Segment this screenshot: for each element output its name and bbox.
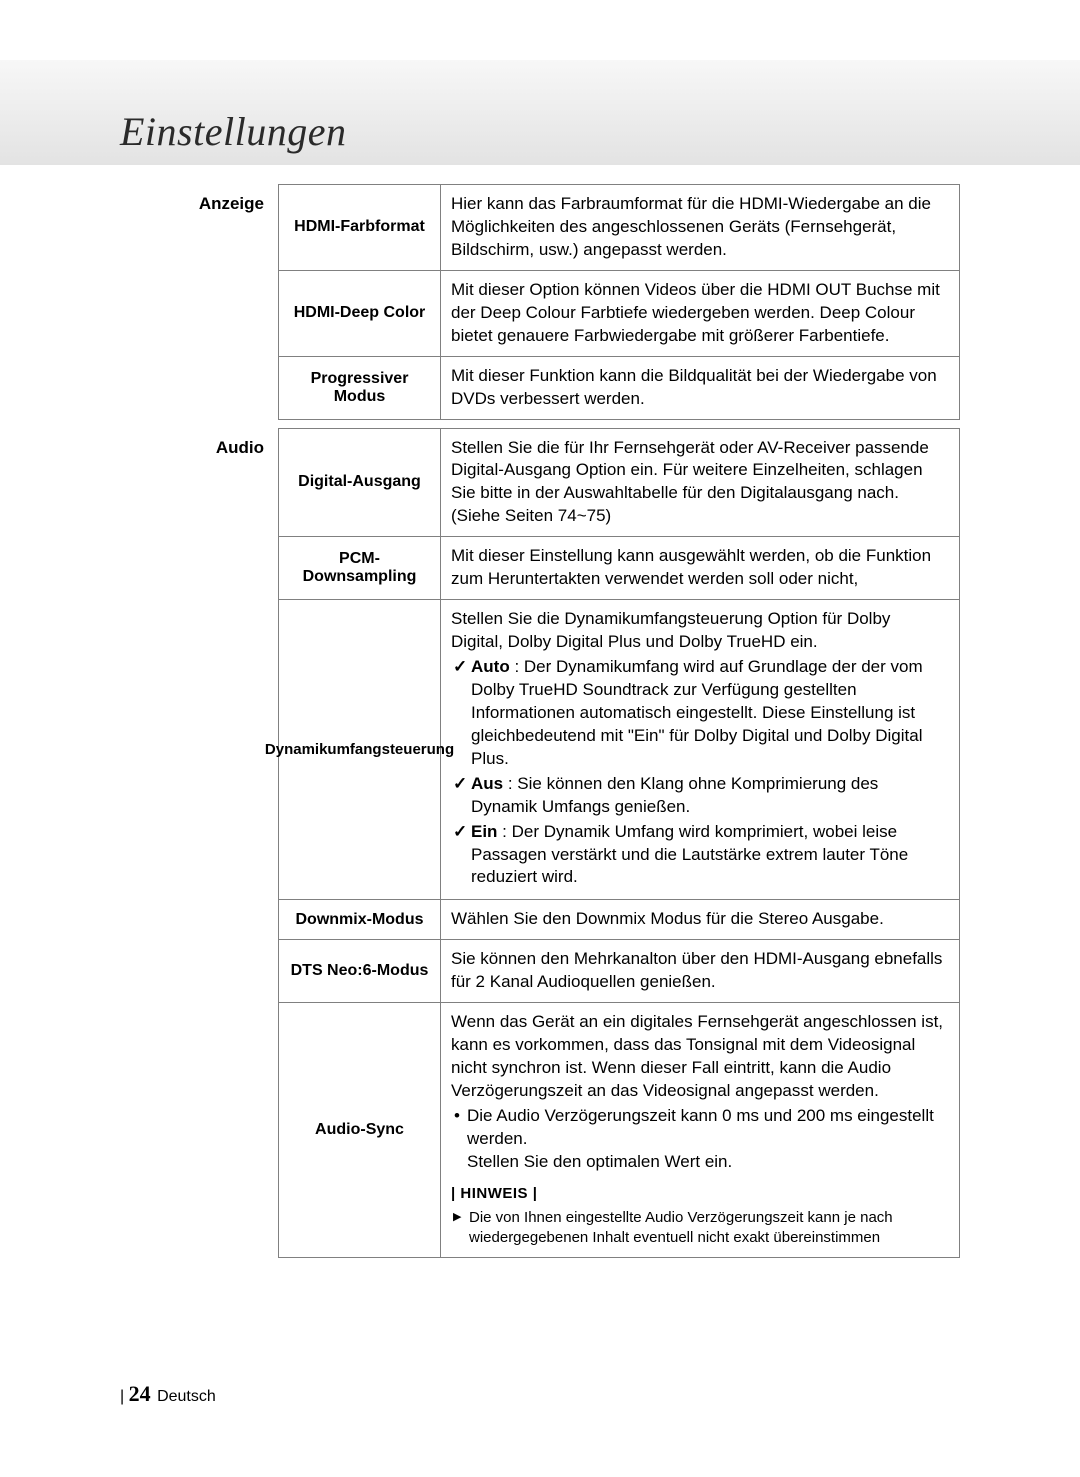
setting-desc: Hier kann das Farbraumformat für die HDM… xyxy=(441,185,959,270)
hinweis-notes: Die von Ihnen eingestellte Audio Verzöge… xyxy=(451,1208,947,1249)
setting-desc: Stellen Sie die Dynamikumfangsteuerung O… xyxy=(441,600,959,899)
page-title: Einstellungen xyxy=(120,108,346,155)
setting-row: Dynamikumfangsteuerung Stellen Sie die D… xyxy=(279,600,959,900)
setting-name: HDMI-Deep Color xyxy=(279,271,441,356)
setting-desc: Mit dieser Funktion kann die Bildqualitä… xyxy=(441,357,959,419)
setting-name: Audio-Sync xyxy=(279,1003,441,1256)
hinweis-note: Die von Ihnen eingestellte Audio Verzöge… xyxy=(451,1208,947,1249)
page-number: 24 xyxy=(129,1381,153,1406)
option-auto: Auto : Der Dynamikumfang wird auf Grundl… xyxy=(451,656,947,771)
setting-row: PCM-Downsampling Mit dieser Einstellung … xyxy=(279,537,959,600)
setting-row: DTS Neo:6-Modus Sie können den Mehrkanal… xyxy=(279,940,959,1003)
section-label: Audio xyxy=(120,428,278,1258)
option-ein: Ein : Der Dynamik Umfang wird komprimier… xyxy=(451,821,947,890)
option-label: Auto xyxy=(471,657,510,676)
hinweis-label: | HINWEIS | xyxy=(451,1184,947,1204)
footer-language: Deutsch xyxy=(157,1388,216,1405)
option-aus: Aus : Sie können den Klang ohne Komprimi… xyxy=(451,773,947,819)
audio-sync-bullets: Die Audio Verzögerungszeit kann 0 ms und… xyxy=(451,1105,947,1151)
setting-name: Progressiver Modus xyxy=(279,357,441,419)
option-label: Aus xyxy=(471,774,503,793)
settings-table: HDMI-Farbformat Hier kann das Farbraumfo… xyxy=(278,184,960,420)
setting-desc: Mit dieser Einstellung kann ausgewählt w… xyxy=(441,537,959,599)
option-text: : Der Dynamik Umfang wird komprimiert, w… xyxy=(471,822,908,887)
setting-row: HDMI-Deep Color Mit dieser Option können… xyxy=(279,271,959,357)
setting-desc: Wenn das Gerät an ein digitales Fernsehg… xyxy=(441,1003,959,1256)
setting-desc: Sie können den Mehrkanalton über den HDM… xyxy=(441,940,959,1002)
dynamik-options: Auto : Der Dynamikumfang wird auf Grundl… xyxy=(451,656,947,889)
section-label: Anzeige xyxy=(120,184,278,420)
audio-sync-p1: Wenn das Gerät an ein digitales Fernsehg… xyxy=(451,1011,947,1103)
section-anzeige: Anzeige HDMI-Farbformat Hier kann das Fa… xyxy=(120,184,960,420)
option-text: : Sie können den Klang ohne Komprimierun… xyxy=(471,774,878,816)
setting-desc: Stellen Sie die für Ihr Fernsehgerät ode… xyxy=(441,429,959,537)
setting-name: Dynamikumfangsteuerung xyxy=(279,600,441,899)
settings-content: Anzeige HDMI-Farbformat Hier kann das Fa… xyxy=(120,184,960,1266)
setting-row: Progressiver Modus Mit dieser Funktion k… xyxy=(279,357,959,420)
section-audio: Audio Digital-Ausgang Stellen Sie die fü… xyxy=(120,428,960,1258)
option-label: Ein xyxy=(471,822,497,841)
setting-name: DTS Neo:6-Modus xyxy=(279,940,441,1002)
setting-row: Digital-Ausgang Stellen Sie die für Ihr … xyxy=(279,429,959,538)
setting-name: HDMI-Farbformat xyxy=(279,185,441,270)
setting-desc: Mit dieser Option können Videos über die… xyxy=(441,271,959,356)
setting-row: Downmix-Modus Wählen Sie den Downmix Mod… xyxy=(279,900,959,940)
settings-table: Digital-Ausgang Stellen Sie die für Ihr … xyxy=(278,428,960,1258)
setting-name: PCM-Downsampling xyxy=(279,537,441,599)
footer-pipe: | xyxy=(120,1388,124,1405)
page-footer: | 24 Deutsch xyxy=(120,1381,216,1407)
audio-sync-bullet: Die Audio Verzögerungszeit kann 0 ms und… xyxy=(451,1105,947,1151)
setting-name: Downmix-Modus xyxy=(279,900,441,939)
setting-row: HDMI-Farbformat Hier kann das Farbraumfo… xyxy=(279,185,959,271)
setting-desc: Wählen Sie den Downmix Modus für die Ste… xyxy=(441,900,959,939)
setting-name: Digital-Ausgang xyxy=(279,429,441,537)
option-text: : Der Dynamikumfang wird auf Grundlage d… xyxy=(471,657,923,768)
audio-sync-p2: Stellen Sie den optimalen Wert ein. xyxy=(451,1151,947,1174)
setting-row: Audio-Sync Wenn das Gerät an ein digital… xyxy=(279,1003,959,1257)
dynamik-intro: Stellen Sie die Dynamikumfangsteuerung O… xyxy=(451,608,947,654)
